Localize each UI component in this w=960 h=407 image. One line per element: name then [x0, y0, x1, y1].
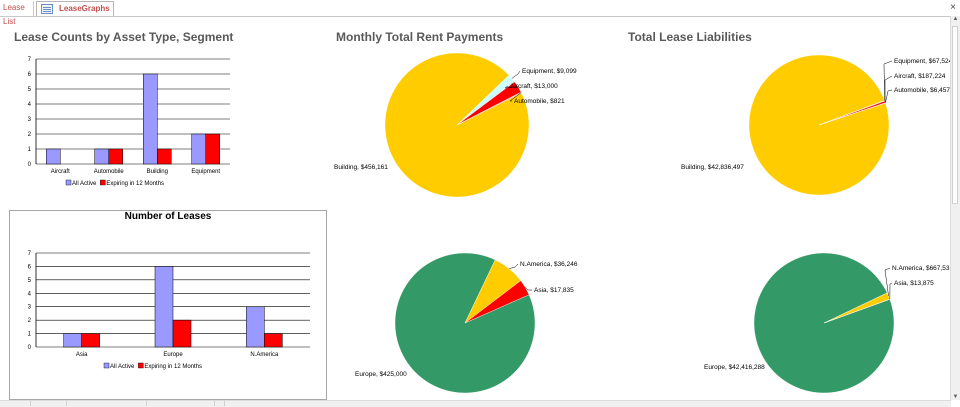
leader-line	[884, 75, 893, 102]
pie-label: Aircraft, $13,000	[510, 83, 558, 90]
y-tick-label: 6	[28, 264, 32, 270]
y-tick-label: 5	[28, 278, 32, 284]
pie-label: Automobile, $821	[514, 98, 565, 105]
y-tick-label: 1	[28, 147, 32, 153]
bar	[157, 148, 172, 165]
pie-chart-monthly-rent-region: Europe, $425,000 N.America, $36,246 Asia, …	[355, 252, 578, 394]
leader-line	[511, 70, 521, 79]
pie-slice	[748, 54, 890, 196]
pie-label: Aircraft, $187,224	[894, 73, 946, 80]
legend-swatch	[65, 179, 72, 186]
bar2-chart-frame: Number of Leases 0 1 2 3 4 5 6 7 Asia Europe N.Ame…	[9, 210, 327, 400]
pie-label: Equipment, $67,524	[894, 58, 950, 65]
pie-label: Asia, $17,835	[534, 287, 574, 294]
y-tick-label: 6	[28, 72, 32, 78]
x-tick-label: Aircraft	[51, 169, 70, 175]
legend-swatch	[138, 362, 144, 369]
leader-line	[504, 85, 519, 89]
legend-label: All Active	[110, 364, 135, 370]
tab-lease-graphs[interactable]: LeaseGraphs	[36, 1, 114, 16]
y-tick-label: 1	[28, 332, 32, 338]
bar	[46, 148, 61, 165]
pie-label: N.America, $667,53	[892, 265, 950, 272]
y-tick-label: 2	[28, 132, 32, 138]
bar	[264, 333, 283, 348]
y-tick-label: 5	[28, 87, 32, 93]
leader-line	[509, 263, 519, 269]
nav-segment[interactable]	[30, 401, 67, 406]
nav-segment[interactable]	[66, 401, 147, 406]
pie1-panel-title: Monthly Total Rent Payments	[336, 30, 504, 44]
y-tick-label: 7	[28, 57, 32, 63]
x-tick-label: Asia	[76, 352, 88, 358]
y-tick-label: 3	[28, 305, 32, 311]
bar1-panel-title: Lease Counts by Asset Type, Segment	[14, 30, 234, 44]
bar	[205, 133, 220, 165]
leader-line	[525, 287, 532, 291]
nav-segment[interactable]	[146, 401, 215, 406]
record-navigation-bar	[0, 400, 951, 407]
pie-label: Equipment, $9,099	[522, 68, 577, 75]
legend-swatch	[100, 179, 106, 186]
legend-label: All Active	[72, 181, 97, 187]
vertical-scrollbar[interactable]: ▲ ▼	[950, 16, 960, 400]
x-tick-label: Building	[147, 169, 168, 175]
legend-label: Expiring in 12 Months	[106, 181, 164, 187]
y-tick-label: 4	[28, 291, 32, 297]
leader-line	[889, 282, 893, 300]
x-tick-label: Equipment	[191, 169, 220, 175]
bar	[143, 73, 158, 165]
x-tick-label: Europe	[163, 352, 183, 358]
x-tick-label: N.America	[250, 352, 279, 358]
bar	[94, 148, 109, 165]
bar	[246, 306, 265, 348]
y-tick-label: 0	[28, 162, 32, 168]
x-tick-label: Automobile	[94, 169, 125, 175]
bar	[154, 266, 174, 348]
leader-line	[509, 92, 522, 102]
scroll-down-icon[interactable]: ▼	[952, 394, 959, 400]
leader-line	[884, 267, 891, 297]
leader-line	[883, 60, 893, 101]
document-tab-bar: Lease List LeaseGraphs ×	[0, 0, 960, 26]
bar	[191, 133, 206, 165]
pie-label: Europe, $42,416,288	[704, 364, 765, 371]
pie-label: Building, $456,161	[334, 164, 388, 171]
y-tick-label: 4	[28, 102, 32, 108]
pie-label: Automobile, $6,457	[894, 87, 950, 94]
bar	[172, 319, 192, 348]
legend-swatch	[103, 362, 110, 369]
y-tick-label: 3	[28, 117, 32, 123]
tab-lease-graphs-label: LeaseGraphs	[59, 4, 110, 13]
pie-slice	[456, 91, 522, 126]
pie-chart-liabilities-asset: Building, $42,836,497 Equipment, $67,524 A…	[681, 54, 950, 196]
pie-label: N.America, $36,246	[520, 261, 578, 268]
legend-label: Expiring in 12 Months	[144, 364, 202, 370]
pie-label: Europe, $425,000	[355, 371, 407, 378]
tab-lease-list-label: Lease List	[3, 3, 25, 26]
close-icon[interactable]: ×	[950, 2, 956, 13]
bar-chart-region: 0 1 2 3 4 5 6 7 Asia Europe N.America All Active Exp…	[28, 251, 310, 370]
bar2-chart-title: Number of Leases	[124, 211, 212, 222]
pie-chart-liabilities-region: Europe, $42,416,288 N.America, $667,53 Asi…	[704, 252, 950, 394]
y-tick-label: 2	[28, 318, 32, 324]
tab-lease-list[interactable]: Lease List	[0, 1, 34, 26]
bar	[108, 148, 123, 165]
nav-segment[interactable]	[0, 401, 31, 406]
leader-line	[885, 89, 893, 103]
scrollbar-thumb[interactable]	[952, 26, 958, 204]
pie-label: Building, $42,836,497	[681, 164, 744, 171]
pie2-panel-title: Total Lease Liabilities	[628, 30, 752, 44]
scroll-up-icon[interactable]: ▲	[952, 16, 959, 22]
pie-chart-monthly-rent-asset: Building, $456,161 Equipment, $9,099 Aircr…	[334, 52, 577, 198]
bar	[63, 333, 82, 348]
nav-segment[interactable]	[214, 401, 225, 406]
bar-chart-asset-type: 0 1 2 3 4 5 6 7 Aircraft Automobile Building Equipm…	[28, 57, 230, 187]
bar	[81, 333, 100, 348]
form-icon	[41, 4, 53, 14]
y-tick-label: 7	[28, 251, 32, 257]
pie-label: Asia, $13,875	[894, 280, 934, 287]
y-tick-label: 0	[28, 345, 32, 351]
